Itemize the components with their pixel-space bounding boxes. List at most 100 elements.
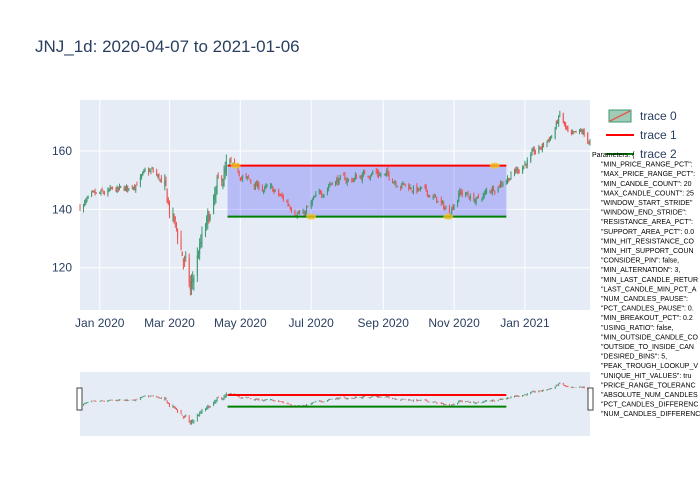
parameter-line: "MIN_CANDLE_COUNT": 20	[601, 181, 692, 188]
candle-body	[445, 208, 447, 210]
candle-body	[124, 188, 126, 191]
parameter-line: "MIN_OUTSIDE_CANDLE_CO	[601, 334, 699, 341]
candle-body	[385, 173, 387, 175]
candle-body	[249, 178, 251, 180]
candle-body	[436, 196, 438, 202]
candle-body	[375, 170, 377, 173]
candle-body	[142, 171, 144, 175]
candle-body	[257, 182, 259, 188]
candle-body	[304, 211, 306, 215]
candle-body	[372, 171, 374, 174]
candle-body	[141, 174, 143, 178]
x-axis-ticks: Jan 2020 Mar 2020 May 2020 Jul 2020 Sep 2020…	[75, 316, 550, 330]
parameter-line: "OUTSIDE_TO_INSIDE_CAN	[601, 344, 694, 351]
candle-body	[482, 195, 484, 198]
candle-body	[369, 177, 371, 179]
candle-body	[574, 131, 576, 133]
candle-body	[173, 214, 175, 222]
candle-body	[396, 186, 398, 188]
candle-body	[311, 200, 313, 204]
candle-body	[394, 182, 396, 184]
candle-body	[117, 187, 119, 189]
candle-body	[108, 189, 110, 191]
parameter-line: "MIN_LAST_CANDLE_RETUR	[601, 277, 698, 284]
candle-body	[466, 193, 468, 195]
candle-body	[558, 115, 560, 125]
candle-body	[240, 178, 242, 180]
candle-body	[424, 186, 426, 188]
candle-body	[419, 188, 421, 190]
legend[interactable]: trace 0 trace 1 trace 2	[606, 109, 677, 161]
candle-body	[411, 191, 413, 193]
candle-body	[368, 176, 370, 178]
candle-body	[307, 206, 309, 208]
candle-body	[494, 191, 496, 193]
candle-body	[367, 175, 369, 177]
candle-body	[221, 176, 223, 182]
candle-body	[565, 122, 567, 127]
candle-body	[383, 174, 385, 176]
parameter-line: "NUM_CANDLES_DIFFERENC	[601, 411, 700, 418]
candle-body	[425, 185, 427, 191]
candle-body	[522, 167, 524, 174]
candle-body	[517, 168, 519, 172]
candle-body	[392, 178, 394, 183]
candle-body	[476, 196, 478, 198]
y-tick-label: 120	[52, 261, 72, 275]
candle-body	[402, 182, 404, 185]
candle-body	[493, 186, 495, 191]
candle-body	[484, 190, 486, 193]
candle-body	[395, 182, 397, 186]
candle-body	[165, 176, 167, 186]
candle-body	[177, 230, 179, 239]
candle-body	[82, 204, 84, 211]
candle-body	[474, 201, 476, 203]
candle-body	[501, 182, 503, 185]
candle-body	[282, 196, 284, 200]
range-slider-right-handle[interactable]	[587, 387, 594, 411]
candle-body	[100, 190, 102, 195]
candle-body	[116, 187, 118, 193]
candle-body	[409, 187, 411, 189]
candle-body	[103, 192, 105, 195]
candle-body	[338, 178, 340, 185]
parameter-line: "WINDOW_END_STRIDE":	[601, 210, 687, 217]
candle-body	[280, 194, 282, 196]
candle-body	[271, 185, 273, 187]
level-lines	[227, 164, 507, 218]
candle-body	[497, 186, 499, 192]
candle-body	[150, 170, 152, 173]
candle-body	[250, 180, 252, 183]
candle-body	[376, 170, 378, 175]
candle-body	[206, 218, 208, 226]
candle-body	[344, 174, 346, 180]
candle-body	[160, 177, 162, 181]
candle-body	[417, 187, 419, 191]
chart-title: JNJ_1d: 2020-04-07 to 2021-01-06	[35, 37, 300, 56]
candle-body	[93, 190, 95, 192]
candle-body	[554, 128, 556, 138]
candle-body	[523, 165, 525, 169]
candle-body	[135, 185, 137, 191]
candle-body	[120, 185, 122, 188]
candle-body	[174, 217, 176, 221]
candle-body	[189, 281, 191, 291]
candle-body	[352, 179, 354, 181]
candle-body	[149, 171, 151, 173]
range-slider-left-handle[interactable]	[76, 387, 83, 411]
range-slider[interactable]	[76, 372, 594, 436]
candle-body	[299, 212, 301, 214]
candle-body	[335, 181, 337, 186]
candle-body	[473, 195, 475, 202]
candle-body	[199, 243, 201, 255]
candle-body	[139, 177, 141, 185]
candle-body	[386, 171, 388, 175]
candle-body	[486, 190, 488, 193]
legend-label: trace 1	[640, 128, 677, 142]
candle-body	[567, 127, 569, 131]
x-tick-label: Sep 2020	[358, 316, 410, 330]
candle-body	[215, 188, 217, 198]
parameter-line: "SUPPORT_AREA_PCT": 0.0	[601, 229, 694, 236]
candle-body	[562, 114, 564, 123]
